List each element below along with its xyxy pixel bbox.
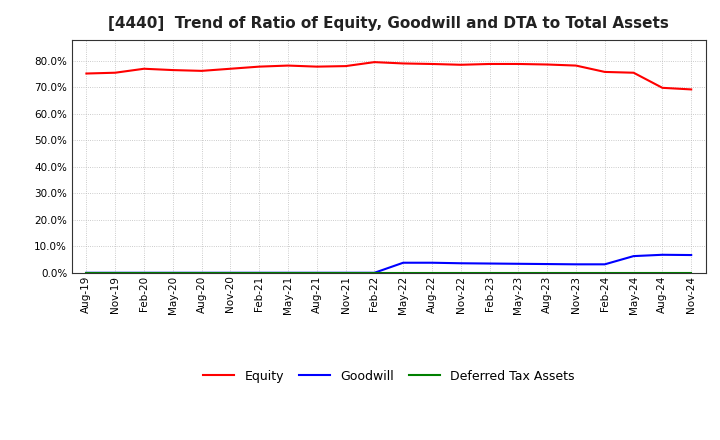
Goodwill <box>658 252 667 257</box>
Equity <box>312 64 321 69</box>
Goodwill <box>341 270 350 275</box>
Goodwill <box>197 270 206 275</box>
Equity <box>543 62 552 67</box>
Deferred Tax Assets <box>428 270 436 275</box>
Goodwill <box>600 262 609 267</box>
Deferred Tax Assets <box>543 270 552 275</box>
Equity <box>284 63 292 68</box>
Equity <box>600 69 609 74</box>
Goodwill <box>485 261 494 266</box>
Deferred Tax Assets <box>168 270 177 275</box>
Equity <box>197 68 206 73</box>
Deferred Tax Assets <box>226 270 235 275</box>
Deferred Tax Assets <box>658 270 667 275</box>
Goodwill <box>687 253 696 258</box>
Equity <box>341 63 350 69</box>
Equity <box>255 64 264 69</box>
Equity <box>456 62 465 67</box>
Deferred Tax Assets <box>399 270 408 275</box>
Equity <box>514 61 523 66</box>
Deferred Tax Assets <box>485 270 494 275</box>
Deferred Tax Assets <box>341 270 350 275</box>
Goodwill <box>456 260 465 266</box>
Goodwill <box>572 262 580 267</box>
Equity <box>629 70 638 75</box>
Goodwill <box>629 253 638 259</box>
Deferred Tax Assets <box>600 270 609 275</box>
Equity <box>687 87 696 92</box>
Deferred Tax Assets <box>284 270 292 275</box>
Equity <box>168 67 177 73</box>
Deferred Tax Assets <box>312 270 321 275</box>
Deferred Tax Assets <box>82 270 91 275</box>
Goodwill <box>111 270 120 275</box>
Deferred Tax Assets <box>456 270 465 275</box>
Deferred Tax Assets <box>111 270 120 275</box>
Goodwill <box>428 260 436 265</box>
Deferred Tax Assets <box>370 270 379 275</box>
Equity <box>485 61 494 66</box>
Goodwill <box>543 261 552 267</box>
Line: Goodwill: Goodwill <box>86 255 691 273</box>
Goodwill <box>255 270 264 275</box>
Equity <box>428 61 436 66</box>
Legend: Equity, Goodwill, Deferred Tax Assets: Equity, Goodwill, Deferred Tax Assets <box>198 365 580 388</box>
Goodwill <box>284 270 292 275</box>
Equity <box>82 71 91 76</box>
Goodwill <box>168 270 177 275</box>
Equity <box>226 66 235 71</box>
Goodwill <box>226 270 235 275</box>
Goodwill <box>82 270 91 275</box>
Deferred Tax Assets <box>687 270 696 275</box>
Goodwill <box>140 270 148 275</box>
Equity <box>399 61 408 66</box>
Deferred Tax Assets <box>255 270 264 275</box>
Goodwill <box>312 270 321 275</box>
Equity <box>111 70 120 75</box>
Line: Equity: Equity <box>86 62 691 89</box>
Deferred Tax Assets <box>140 270 148 275</box>
Equity <box>572 63 580 68</box>
Goodwill <box>514 261 523 267</box>
Goodwill <box>399 260 408 265</box>
Deferred Tax Assets <box>514 270 523 275</box>
Goodwill <box>370 270 379 275</box>
Deferred Tax Assets <box>197 270 206 275</box>
Equity <box>140 66 148 71</box>
Deferred Tax Assets <box>629 270 638 275</box>
Equity <box>370 59 379 65</box>
Title: [4440]  Trend of Ratio of Equity, Goodwill and DTA to Total Assets: [4440] Trend of Ratio of Equity, Goodwil… <box>109 16 669 32</box>
Equity <box>658 85 667 91</box>
Deferred Tax Assets <box>572 270 580 275</box>
